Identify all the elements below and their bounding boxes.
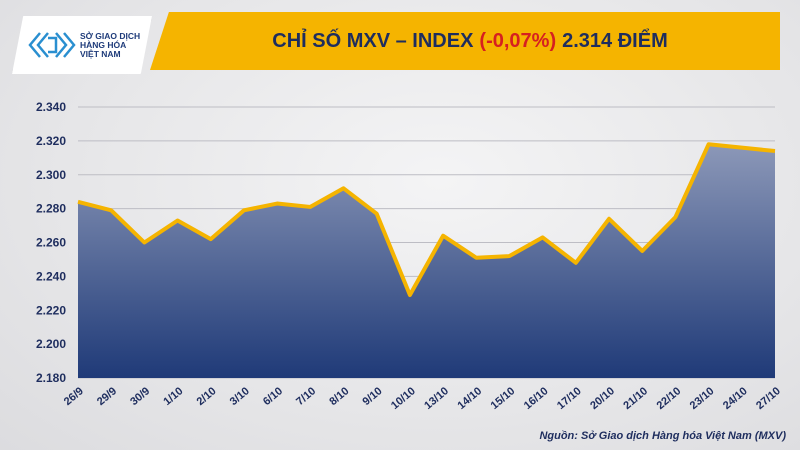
y-tick-label: 2.340 — [36, 100, 66, 114]
title-change: (-0,07%) — [479, 29, 557, 52]
x-tick-label: 16/10 — [522, 385, 551, 412]
area-fill — [78, 144, 775, 378]
x-tick-label: 27/10 — [754, 385, 783, 412]
y-tick-label: 2.300 — [36, 168, 66, 182]
chart-title: CHỈ SỐ MXV – INDEX (-0,07%) 2.314 ĐIỂM — [160, 12, 780, 70]
x-tick-label: 20/10 — [588, 385, 617, 412]
logo-line3: VIỆT NAM — [80, 48, 121, 59]
source-note: Nguồn: Sở Giao dịch Hàng hóa Việt Nam (M… — [539, 430, 786, 442]
x-tick-label: 21/10 — [621, 385, 650, 412]
logo-line2: HÀNG HÓA — [80, 39, 127, 50]
x-tick-label: 17/10 — [555, 385, 584, 412]
title-value: 2.314 ĐIỂM — [562, 29, 668, 52]
x-tick-label: 10/10 — [389, 385, 418, 412]
y-tick-label: 2.240 — [36, 269, 66, 283]
x-tick-label: 22/10 — [655, 385, 684, 412]
logo-line1: SỞ GIAO DỊCH — [80, 30, 141, 41]
logo-mark-icon — [28, 32, 76, 58]
x-tick-label: 23/10 — [688, 385, 717, 412]
x-tick-label: 15/10 — [489, 385, 518, 412]
x-tick-label: 26/9 — [62, 385, 86, 408]
series-line — [77, 142, 776, 298]
x-tick-label: 29/9 — [95, 385, 119, 408]
y-tick-label: 2.280 — [36, 202, 66, 216]
x-tick-label: 24/10 — [721, 385, 750, 412]
title-main: CHỈ SỐ MXV – INDEX — [272, 29, 474, 52]
y-tick-label: 2.200 — [36, 337, 66, 351]
x-tick-label: 8/10 — [327, 385, 351, 408]
y-tick-label: 2.180 — [36, 371, 66, 385]
logo: SỞ GIAO DỊCH HÀNG HÓA VIỆT NAM — [12, 16, 152, 74]
x-tick-label: 2/10 — [195, 385, 219, 408]
x-tick-label: 6/10 — [261, 385, 285, 408]
x-tick-label: 30/9 — [128, 385, 152, 408]
x-tick-label: 7/10 — [294, 385, 318, 408]
y-tick-label: 2.260 — [36, 236, 66, 250]
y-tick-label: 2.220 — [36, 303, 66, 317]
x-tick-label: 14/10 — [455, 385, 484, 412]
title-banner — [150, 12, 780, 70]
x-tick-label: 9/10 — [361, 385, 385, 408]
x-tick-label: 13/10 — [422, 385, 451, 412]
y-tick-label: 2.320 — [36, 134, 66, 148]
x-tick-label: 3/10 — [228, 385, 252, 408]
x-tick-label: 1/10 — [161, 385, 185, 408]
